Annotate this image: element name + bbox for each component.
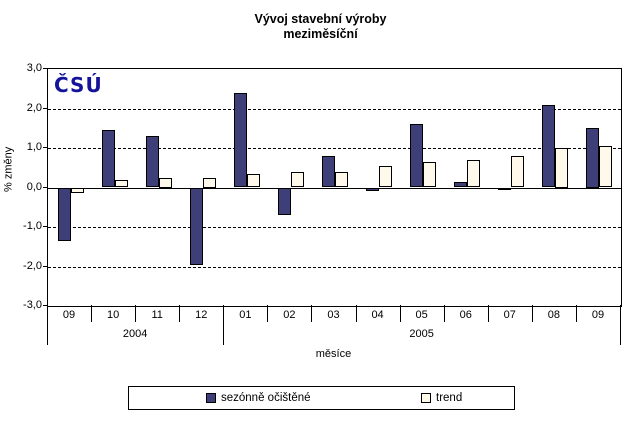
legend-swatch-icon xyxy=(206,393,216,403)
y-tick-label-0,0: 0,0 xyxy=(26,180,42,193)
year-divider-line xyxy=(620,305,621,345)
y-tick-label-3,0: 3,0 xyxy=(26,62,42,74)
bar-trend-1 xyxy=(114,179,128,188)
bar-trend-3 xyxy=(202,177,216,188)
month-label-2: 11 xyxy=(151,309,163,321)
month-label-11: 08 xyxy=(547,309,560,321)
year-label-2004: 2004 xyxy=(122,328,148,340)
bar-trend-8 xyxy=(423,161,437,188)
y-tick-label--2,0: -2,0 xyxy=(23,259,42,272)
month-divider-tick xyxy=(487,305,489,322)
bar-trend-11 xyxy=(555,148,569,188)
month-label-8: 05 xyxy=(415,309,428,321)
legend-swatch-icon xyxy=(421,393,431,403)
bar-seasonal-5 xyxy=(277,187,291,216)
month-divider-tick xyxy=(399,305,401,322)
bar-trend-0 xyxy=(70,187,84,194)
month-label-9: 06 xyxy=(459,309,472,321)
legend-item-seasonal: sezónně očištěné xyxy=(206,387,311,409)
month-label-1: 10 xyxy=(106,309,120,321)
csu-logo: ČSÚ xyxy=(54,73,103,97)
month-label-3: 12 xyxy=(195,309,208,321)
gridline--2 xyxy=(48,266,621,268)
bar-trend-10 xyxy=(511,155,525,188)
bar-seasonal-4 xyxy=(233,92,247,188)
bar-trend-2 xyxy=(158,177,172,188)
bar-seasonal-8 xyxy=(410,124,424,188)
y-tick-mark xyxy=(43,265,47,267)
y-tick-label--3,0: -3,0 xyxy=(23,299,42,311)
gridline--1 xyxy=(48,227,621,228)
month-divider-tick xyxy=(311,305,313,322)
legend-item-trend: trend xyxy=(421,387,462,409)
bar-seasonal-1 xyxy=(101,130,115,188)
bar-trend-9 xyxy=(467,159,481,188)
legend-label: trend xyxy=(436,392,463,404)
gridline-1 xyxy=(48,148,621,149)
month-label-12: 09 xyxy=(591,309,605,321)
y-tick-mark xyxy=(43,68,47,69)
y-tick-label-1,0: 1,0 xyxy=(26,141,42,153)
month-divider-tick xyxy=(575,305,577,322)
bar-trend-6 xyxy=(334,171,348,188)
x-axis-title: měsíce xyxy=(315,348,352,360)
month-divider-tick xyxy=(355,305,357,322)
month-label-6: 03 xyxy=(327,309,340,321)
bar-seasonal-9 xyxy=(454,181,468,188)
month-label-7: 04 xyxy=(371,309,384,321)
bar-trend-5 xyxy=(290,171,304,188)
bar-seasonal-2 xyxy=(145,136,159,188)
month-divider-tick xyxy=(91,305,93,322)
month-label-5: 02 xyxy=(283,309,296,321)
gridline-2 xyxy=(48,108,621,110)
month-divider-tick xyxy=(531,305,533,322)
bar-seasonal-7 xyxy=(366,187,380,192)
zero-axis-line xyxy=(48,187,621,189)
year-label-2005: 2005 xyxy=(409,328,434,340)
month-label-0: 09 xyxy=(62,309,76,321)
bar-seasonal-0 xyxy=(57,187,71,241)
legend-label: sezónně očištěné xyxy=(221,392,311,404)
plot-area: ČSÚ xyxy=(47,68,622,307)
month-divider-tick xyxy=(267,305,269,322)
bar-trend-12 xyxy=(599,146,613,188)
month-label-4: 01 xyxy=(239,309,252,321)
y-tick-mark xyxy=(43,107,47,109)
chart-title: Vývoj stavební výroby meziměsíční xyxy=(0,12,641,42)
chart-title-line2: meziměsíční xyxy=(283,27,358,41)
legend-box: sezónně očištěné trend xyxy=(128,386,515,410)
y-tick-mark xyxy=(43,305,47,306)
year-divider-line xyxy=(223,305,225,345)
y-tick-mark xyxy=(43,226,47,227)
bar-seasonal-10 xyxy=(498,187,512,190)
month-divider-tick xyxy=(179,305,181,322)
year-divider-line xyxy=(47,305,48,345)
y-tick-mark xyxy=(43,186,47,188)
month-divider-tick xyxy=(135,305,137,322)
bar-trend-4 xyxy=(246,173,260,188)
y-tick-label--1,0: -1,0 xyxy=(23,220,42,232)
bar-trend-7 xyxy=(379,165,393,188)
bar-seasonal-12 xyxy=(586,128,600,188)
y-tick-label-2,0: 2,0 xyxy=(26,101,42,114)
y-tick-mark xyxy=(43,147,47,148)
month-label-10: 07 xyxy=(503,309,516,321)
bar-seasonal-6 xyxy=(321,155,335,188)
bar-seasonal-11 xyxy=(542,104,556,188)
chart-title-line1: Vývoj stavební výroby xyxy=(254,12,387,26)
month-divider-tick xyxy=(443,305,445,322)
bar-seasonal-3 xyxy=(189,187,203,265)
